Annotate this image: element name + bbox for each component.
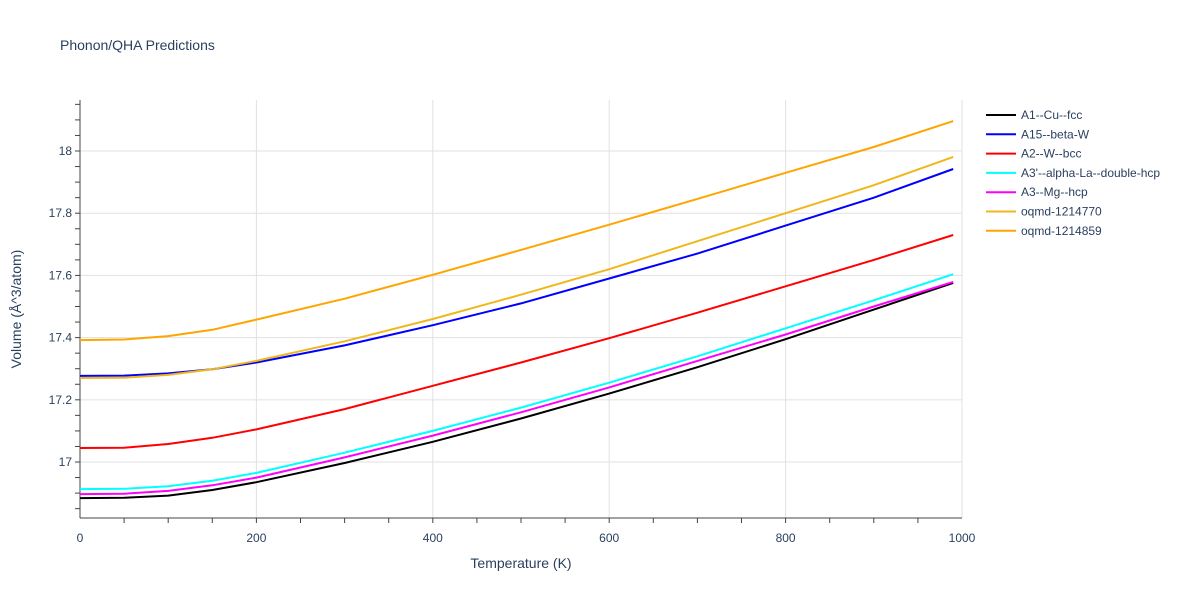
series-line-A2--W--bcc <box>79 234 954 449</box>
x-tick-label: 800 <box>776 531 796 545</box>
x-tick-label: 400 <box>423 531 443 545</box>
legend-item[interactable]: A3--Mg--hcp <box>986 185 1088 199</box>
legend-item[interactable]: oqmd-1214770 <box>986 205 1102 219</box>
series-line-A15--beta-W <box>79 168 954 377</box>
axes: 0 200 400 600 800 1000 17 17.2 17.4 17.6 17.8 18 <box>49 100 976 545</box>
y-tick-label: 17.4 <box>49 331 73 345</box>
legend-label: A2--W--bcc <box>1021 147 1081 161</box>
y-tick-label: 17.6 <box>49 268 73 282</box>
legend-label: A15--beta-W <box>1021 127 1090 141</box>
y-axis-label: Volume (Å^3/atom) <box>8 250 24 369</box>
legend-label: A3'--alpha-La--double-hcp <box>1021 166 1160 180</box>
x-tick-label: 0 <box>77 531 84 545</box>
legend-item[interactable]: A1--Cu--fcc <box>986 108 1082 122</box>
series-line-A3--Mg--hcp <box>79 280 954 496</box>
legend: A1--Cu--fcc A15--beta-W A2--W--bcc A3'--alp… <box>986 108 1160 238</box>
y-tick-label: 17.8 <box>49 206 73 220</box>
legend-item[interactable]: A3'--alpha-La--double-hcp <box>986 166 1160 180</box>
legend-item[interactable]: oqmd-1214859 <box>986 224 1102 238</box>
x-tick-label: 200 <box>246 531 266 545</box>
x-axis-label: Temperature (K) <box>470 555 571 571</box>
series-line-oqmd-1214859 <box>79 120 954 342</box>
legend-label: oqmd-1214770 <box>1021 205 1102 219</box>
x-tick-label: 1000 <box>949 531 976 545</box>
series-line-A3'--alpha-La--double-hcp <box>79 273 954 491</box>
chart-title: Phonon/QHA Predictions <box>60 37 215 53</box>
legend-item[interactable]: A15--beta-W <box>986 127 1090 141</box>
series-line-A1--Cu--fcc <box>79 281 954 500</box>
legend-item[interactable]: A2--W--bcc <box>986 147 1081 161</box>
legend-label: A3--Mg--hcp <box>1021 185 1088 199</box>
gridlines <box>80 100 963 518</box>
legend-label: oqmd-1214859 <box>1021 224 1102 238</box>
y-tick-label: 17.2 <box>49 393 73 407</box>
series-line-oqmd-1214770 <box>79 155 954 379</box>
series-lines <box>79 120 954 500</box>
x-tick-label: 600 <box>599 531 619 545</box>
legend-label: A1--Cu--fcc <box>1021 108 1082 122</box>
y-tick-label: 18 <box>59 144 73 158</box>
y-tick-label: 17 <box>59 455 73 469</box>
